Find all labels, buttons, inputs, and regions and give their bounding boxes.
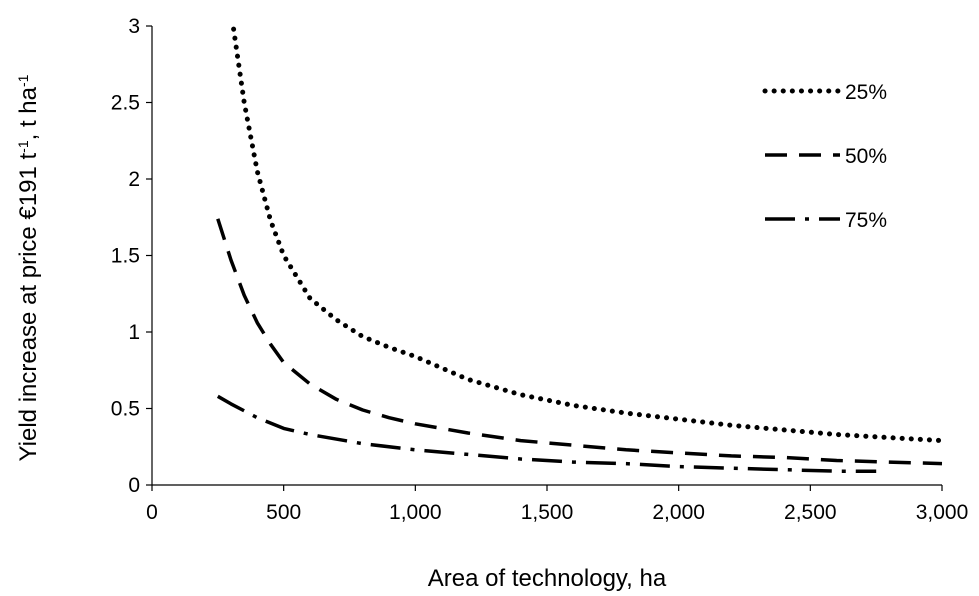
series-line — [216, 218, 943, 466]
y-tick-label: 0.5 — [111, 398, 140, 421]
x-tick-label: 2,000 — [652, 501, 705, 524]
series-line — [231, 26, 945, 444]
x-tick-label: 1,500 — [521, 501, 574, 524]
legend-label: 25% — [845, 81, 887, 104]
x-tick-label: 2,500 — [784, 501, 837, 524]
x-tick-label: 3,000 — [916, 501, 969, 524]
x-axis-ticks: 0 500 1,000 1,500 2,000 2,500 3,000 — [146, 485, 968, 524]
legend-label: 75% — [845, 209, 887, 232]
series-layer — [216, 26, 945, 473]
y-tick-label: 1 — [128, 321, 140, 344]
y-axis-title: Yield increase at price €191 t-1, t ha-1 — [15, 74, 42, 461]
x-axis-title: Area of technology, ha — [428, 565, 667, 592]
y-axis-ticks: 0 0.5 1 1.5 2 2.5 3 — [111, 15, 152, 497]
x-tick-label: 500 — [266, 501, 301, 524]
y-tick-label: 2 — [128, 168, 140, 191]
y-tick-label: 2.5 — [111, 92, 140, 115]
legend: 25% 50% 75% — [762, 81, 887, 232]
legend-label: 50% — [845, 145, 887, 168]
x-tick-label: 1,000 — [389, 501, 442, 524]
y-tick-label: 0 — [128, 474, 140, 497]
y-tick-label: 1.5 — [111, 245, 140, 268]
axes — [151, 26, 942, 486]
y-tick-label: 3 — [128, 15, 140, 38]
x-tick-label: 0 — [146, 501, 158, 524]
series-line — [216, 394, 877, 473]
